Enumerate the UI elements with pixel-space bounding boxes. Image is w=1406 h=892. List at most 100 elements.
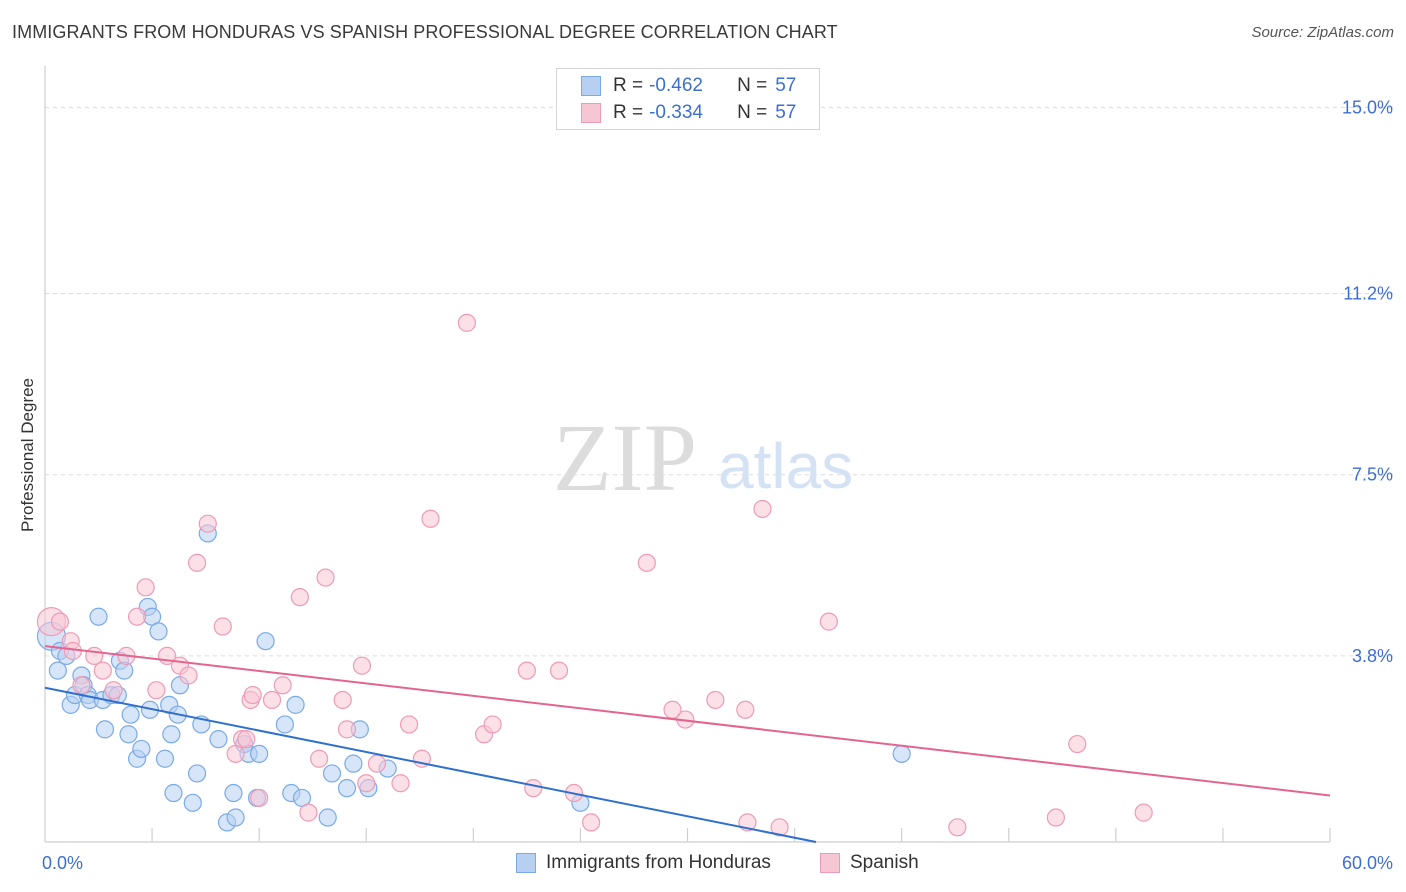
axes — [44, 66, 1331, 843]
y-tick-label: 11.2% — [1343, 283, 1393, 303]
honduras-point — [155, 749, 175, 768]
x-tick-label-max: 60.0% — [1342, 853, 1393, 873]
honduras-point — [286, 695, 305, 714]
honduras-point — [224, 783, 243, 803]
honduras-point — [89, 607, 108, 626]
honduras-point — [183, 793, 202, 812]
n-label: N = — [737, 102, 768, 123]
spanish-point — [819, 612, 838, 631]
honduras-point — [337, 779, 357, 798]
spanish-point — [104, 681, 123, 700]
data-points — [36, 313, 1153, 837]
watermark-atlas: atlas — [718, 430, 853, 502]
spanish-point — [243, 685, 262, 705]
spanish-point — [706, 690, 725, 710]
spanish-trend-line — [44, 645, 1331, 797]
legend-label-spanish: Spanish — [850, 852, 919, 873]
spanish-point — [367, 754, 387, 773]
spanish-point — [72, 676, 91, 695]
honduras-point — [322, 764, 342, 783]
y-tick-label: 3.8% — [1352, 646, 1393, 666]
spanish-point — [524, 779, 543, 798]
honduras-point — [121, 705, 140, 724]
spanish-point — [391, 774, 410, 793]
spanish-point — [179, 666, 198, 685]
legend-swatch-honduras — [516, 853, 536, 873]
x-tick-labels: 0.0% 60.0% — [42, 853, 1393, 873]
chart-title: IMMIGRANTS FROM HONDURAS VS SPANISH PROF… — [12, 22, 838, 42]
spanish-point — [237, 730, 256, 749]
spanish-point — [1068, 734, 1087, 754]
legend-label-honduras: Immigrants from Honduras — [546, 852, 771, 873]
spanish-point — [1134, 803, 1153, 822]
gridlines — [45, 106, 1395, 657]
r-label: R = — [613, 75, 644, 96]
spanish-point — [753, 499, 772, 519]
honduras-point — [48, 661, 67, 680]
spanish-point — [483, 715, 502, 734]
spanish-point — [273, 676, 292, 695]
spanish-point — [736, 700, 755, 719]
honduras-point — [164, 783, 183, 803]
stats-row-honduras: R = -0.462 N = 57 — [581, 73, 796, 99]
spanish-point — [549, 661, 569, 680]
trend-lines — [44, 645, 1331, 843]
spanish-point — [136, 578, 155, 597]
n-value: 57 — [775, 75, 797, 96]
n-value: 57 — [775, 102, 797, 123]
legend-item-spanish[interactable]: Spanish — [820, 852, 919, 874]
spanish-point — [637, 553, 656, 572]
spanish-point — [421, 509, 440, 528]
r-label: R = — [613, 102, 644, 123]
watermark-zip: ZIP — [553, 404, 697, 511]
honduras-point — [187, 764, 207, 783]
legend-swatch-spanish — [820, 853, 840, 873]
x-tick-label-min: 0.0% — [42, 853, 83, 873]
spanish-point — [333, 690, 352, 710]
honduras-point — [275, 715, 294, 734]
y-tick-label: 7.5% — [1352, 465, 1393, 485]
spanish-point — [93, 661, 112, 680]
spanish-point — [127, 607, 147, 626]
spanish-point — [147, 681, 166, 700]
spanish-point — [262, 690, 282, 710]
honduras-point — [256, 632, 275, 651]
spanish-point — [310, 749, 329, 768]
series-legend: Immigrants from Honduras Spanish — [0, 852, 1406, 876]
honduras-point — [162, 725, 181, 744]
spanish-point — [213, 617, 232, 636]
spanish-point — [357, 774, 376, 793]
honduras-point — [95, 720, 115, 739]
r-value: -0.462 — [649, 75, 703, 96]
spanish-point — [337, 720, 357, 739]
stats-legend: R = -0.462 N = 57 R = -0.334 N = 57 — [556, 68, 820, 130]
n-label: N = — [737, 75, 768, 96]
honduras-point — [344, 754, 363, 773]
spanish-point — [198, 514, 217, 533]
stats-row-spanish: R = -0.334 N = 57 — [581, 100, 796, 126]
spanish-point — [299, 803, 318, 822]
spanish-point — [517, 661, 536, 680]
chart-source: Source: ZipAtlas.com — [1251, 24, 1394, 41]
r-value: -0.334 — [649, 102, 703, 123]
spanish-point — [50, 612, 70, 631]
honduras-point — [226, 808, 245, 827]
spanish-point — [770, 818, 789, 837]
spanish-point — [1046, 808, 1065, 827]
honduras-swatch — [581, 76, 601, 96]
spanish-point — [352, 656, 372, 675]
spanish-point — [290, 588, 309, 607]
honduras-point — [132, 739, 151, 759]
spanish-point — [85, 646, 104, 665]
honduras-point — [149, 622, 168, 641]
honduras-trend-line — [44, 686, 817, 843]
honduras-point — [250, 744, 269, 763]
legend-item-honduras[interactable]: Immigrants from Honduras — [516, 852, 771, 874]
spanish-point — [250, 788, 269, 808]
honduras-point — [209, 730, 228, 749]
y-tick-labels: 3.8% 7.5% 11.2% 15.0% — [1342, 97, 1393, 666]
spanish-point — [948, 818, 967, 837]
spanish-point — [187, 553, 207, 572]
y-tick-label: 15.0% — [1342, 97, 1393, 117]
